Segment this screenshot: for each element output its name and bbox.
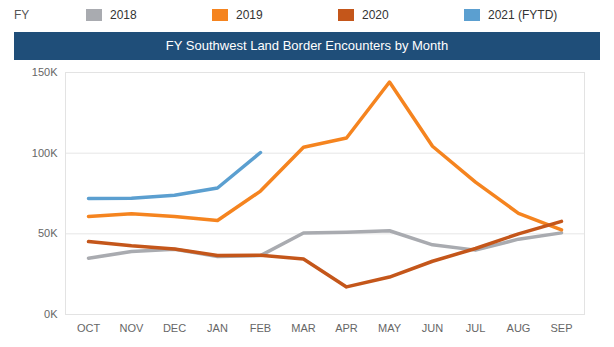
html-text:FY Southwest Land Border Encou: FY Southwest Land Border Encounters by M… bbox=[165, 38, 449, 53]
svg-text:150K: 150K bbox=[32, 66, 58, 78]
svg-text:0K: 0K bbox=[44, 308, 58, 320]
svg-text:50K: 50K bbox=[38, 227, 58, 239]
svg-text:DEC: DEC bbox=[163, 322, 186, 334]
svg-text:JAN: JAN bbox=[207, 322, 228, 334]
html-text:2019: 2019 bbox=[236, 8, 263, 22]
svg-text:JUL: JUL bbox=[466, 322, 486, 334]
html-text:2020: 2020 bbox=[362, 8, 389, 22]
html-text:2021 (FYTD): 2021 (FYTD) bbox=[488, 8, 558, 22]
html-text:FY: FY bbox=[14, 8, 30, 22]
svg-text:OCT: OCT bbox=[77, 322, 101, 334]
svg-text:NOV: NOV bbox=[120, 322, 145, 334]
svg-text:AUG: AUG bbox=[507, 322, 531, 334]
svg-text:MAR: MAR bbox=[291, 322, 316, 334]
svg-text:MAY: MAY bbox=[378, 322, 402, 334]
svg-text:SEP: SEP bbox=[550, 322, 572, 334]
svg-text:JUN: JUN bbox=[422, 322, 443, 334]
svg-text:APR: APR bbox=[335, 322, 358, 334]
svg-text:FEB: FEB bbox=[250, 322, 271, 334]
html-text:2018: 2018 bbox=[110, 8, 137, 22]
svg-text:100K: 100K bbox=[32, 147, 58, 159]
